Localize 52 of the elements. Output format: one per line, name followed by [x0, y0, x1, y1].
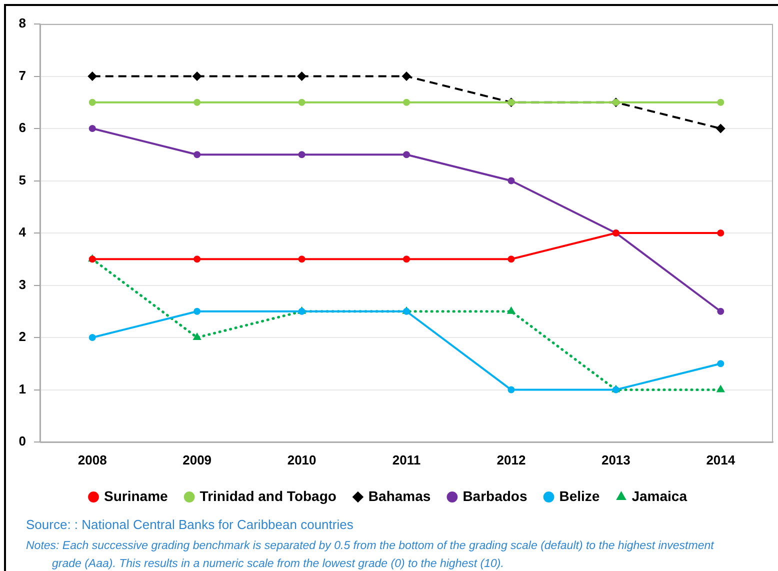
point	[508, 256, 515, 263]
point	[402, 72, 411, 81]
point	[297, 72, 306, 81]
point	[717, 308, 724, 315]
point	[194, 98, 201, 106]
point	[403, 98, 410, 106]
point	[508, 177, 515, 184]
point	[194, 151, 201, 158]
point	[403, 256, 410, 263]
point	[717, 360, 724, 368]
point	[508, 386, 515, 394]
legend-label: Jamaica	[632, 488, 688, 504]
point	[193, 333, 202, 340]
point	[716, 124, 726, 133]
point	[298, 151, 306, 158]
point	[716, 385, 725, 392]
y-tick-label: 8	[18, 16, 26, 31]
point	[298, 98, 306, 106]
legend-label: Trinidad and Tobago	[200, 488, 336, 504]
point	[88, 334, 96, 341]
x-tick-label: 2013	[601, 452, 630, 468]
legend-label: Bahamas	[368, 488, 431, 504]
point	[88, 125, 96, 132]
x-tick-label: 2011	[392, 452, 421, 468]
y-tick-label: 4	[18, 224, 27, 240]
x-tick-label: 2010	[287, 452, 316, 468]
point	[717, 230, 724, 236]
point	[717, 98, 724, 106]
point	[192, 72, 202, 81]
y-tick-label: 5	[18, 172, 26, 188]
legend-label: Belize	[559, 488, 600, 504]
legend-label: Barbados	[462, 488, 528, 504]
x-tick-label: 2008	[78, 452, 107, 468]
source-note: Source: : National Central Banks for Caribbean countries	[26, 516, 354, 534]
point	[88, 72, 97, 81]
point	[403, 151, 410, 158]
y-tick-label: 6	[18, 120, 26, 136]
point	[507, 306, 516, 314]
y-tick-label: 3	[18, 276, 26, 292]
y-tick-label: 0	[18, 434, 26, 449]
text: Notes: Each successive grading benchmark is separated by 0.5 from the bottom of the grading scale (default) to the highest investment grade (Aaa). This results in a numeric scale from the lowest grade (0) to the highest (10).	[26, 539, 716, 571]
x-tick-label: 2014	[706, 452, 736, 468]
y-tick-label: 1	[18, 381, 26, 396]
y-tick-label: 7	[18, 68, 26, 83]
x-tick-label: 2012	[496, 452, 526, 468]
point	[88, 98, 96, 106]
x-tick-label: 2009	[182, 452, 212, 468]
y-tick-label: 2	[18, 329, 26, 344]
point	[194, 256, 201, 263]
point	[298, 256, 306, 263]
point	[194, 308, 201, 315]
legend-label: Suriname	[104, 488, 168, 504]
